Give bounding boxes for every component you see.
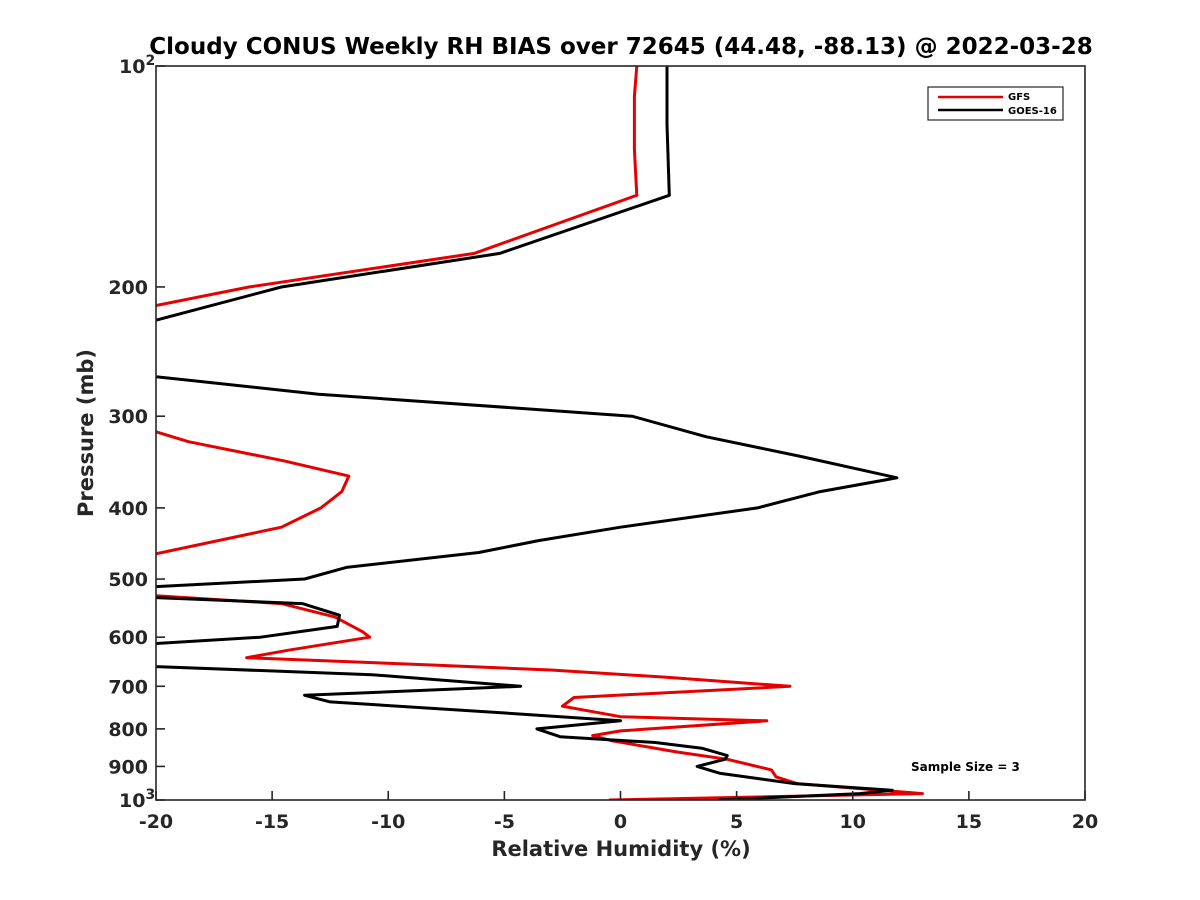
legend-box	[927, 86, 1064, 121]
y-tick-label: 102	[119, 53, 155, 78]
y-tick-label: 900	[108, 756, 148, 778]
y-tick-label: 800	[108, 719, 148, 741]
x-tick-label: -10	[371, 811, 405, 833]
y-tick-label: 700	[108, 676, 148, 698]
x-tick-label: 15	[956, 811, 982, 833]
series-line-goes16	[156, 66, 899, 800]
series-line-gfs	[156, 66, 924, 800]
legend-label-goes16: GOES-16	[1008, 106, 1057, 117]
legend: GFS GOES-16	[927, 86, 1064, 121]
series-lines	[156, 66, 924, 800]
x-tick-label: -15	[255, 811, 289, 833]
y-tick-label: 600	[108, 627, 148, 649]
y-axis: 102 200 300 400 500 600 700 800 900 103	[108, 53, 165, 812]
x-tick-label: -20	[139, 811, 173, 833]
plot-area-frame	[155, 65, 1086, 801]
x-tick-label: 5	[730, 811, 743, 833]
legend-label-gfs: GFS	[1008, 92, 1030, 103]
y-tick-label: 500	[108, 569, 148, 591]
y-axis-label: Pressure (mb)	[74, 349, 98, 517]
chart-title: Cloudy CONUS Weekly RH BIAS over 72645 (…	[149, 34, 1092, 60]
sample-size-annotation: Sample Size = 3	[911, 760, 1020, 774]
y-tick-label: 300	[108, 406, 148, 428]
x-tick-label: 10	[840, 811, 866, 833]
x-tick-label: 20	[1072, 811, 1098, 833]
x-axis-label: Relative Humidity (%)	[491, 837, 750, 861]
y-tick-label: 200	[108, 277, 148, 299]
x-tick-label: -5	[494, 811, 515, 833]
y-tick-label: 103	[119, 787, 155, 812]
x-axis: -20 -15 -10 -5 0 5 10 15 20	[139, 791, 1098, 833]
x-tick-label: 0	[614, 811, 627, 833]
y-tick-label: 400	[108, 498, 148, 520]
